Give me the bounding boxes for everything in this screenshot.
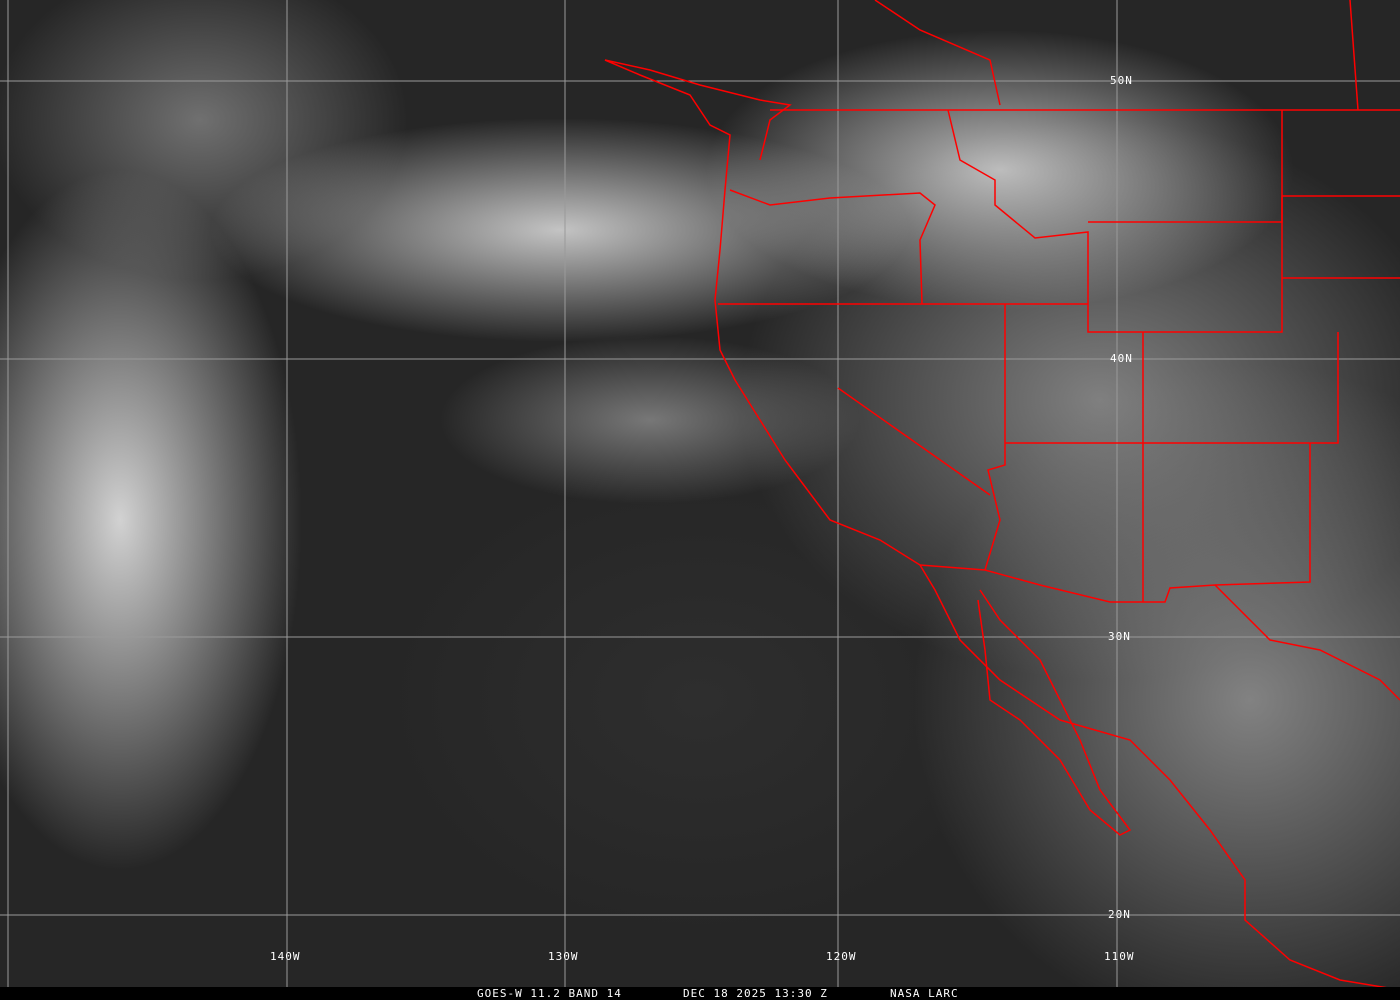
az-nm-border — [1214, 443, 1311, 586]
lon-label-140w: 140W — [270, 950, 301, 963]
alberta-border — [1349, 0, 1359, 111]
datetime-label: DEC 18 2025 13:30 Z — [683, 987, 828, 1000]
baja-coastline — [977, 589, 1132, 836]
lat-label-30n: 30N — [1108, 630, 1131, 643]
wy-border — [1088, 195, 1400, 223]
political-borders — [604, 0, 1400, 991]
ca-nv-diagonal — [837, 387, 991, 496]
lat-label-50n: 50N — [1110, 74, 1133, 87]
lon-label-120w: 120W — [826, 950, 857, 963]
bc-border — [874, 0, 1001, 106]
lat-label-20n: 20N — [1108, 908, 1131, 921]
lon-label-130w: 130W — [548, 950, 579, 963]
idaho-border — [947, 109, 1283, 333]
satellite-band-label: GOES-W 11.2 BAND 14 — [477, 987, 622, 1000]
ut-az-border — [1005, 332, 1339, 444]
us-mexico-border — [919, 564, 1400, 701]
west-coastline — [604, 59, 1400, 991]
lon-label-110w: 110W — [1104, 950, 1135, 963]
wa-or-border — [729, 189, 936, 305]
caption-bar: GOES-W 11.2 BAND 14 DEC 18 2025 13:30 Z … — [0, 987, 1400, 1000]
lat-label-40n: 40N — [1110, 352, 1133, 365]
credit-label: NASA LARC — [890, 987, 959, 1000]
vancouver-island — [604, 59, 792, 161]
ca-nv-border — [984, 304, 1006, 571]
